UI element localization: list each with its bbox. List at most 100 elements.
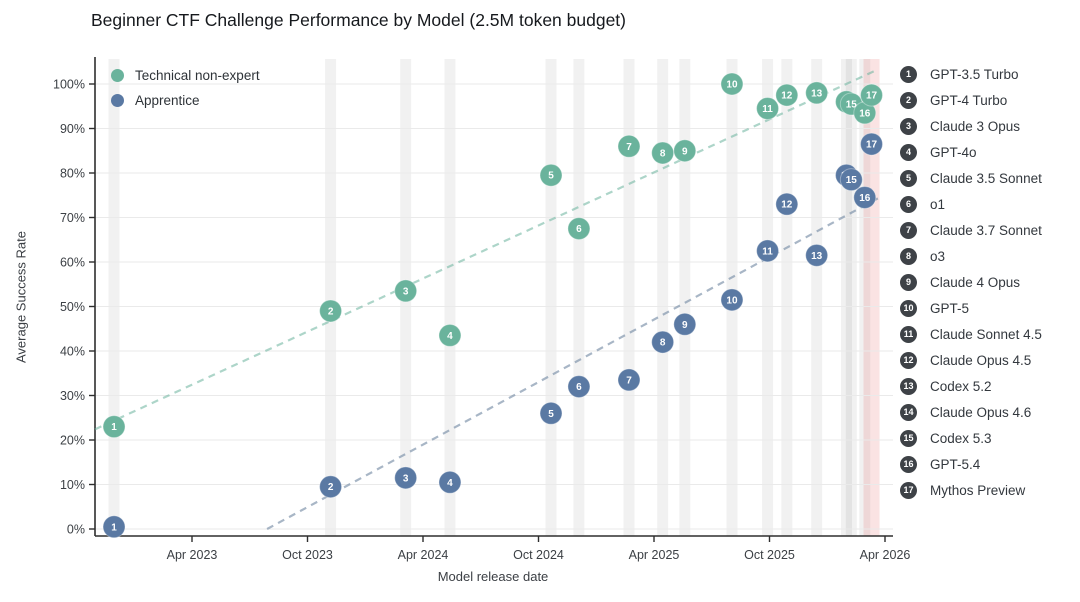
data-point-number: 17 [866,91,878,102]
model-number-badge: 7 [900,221,917,239]
model-legend-item: 6 o1 [900,191,1042,217]
y-axis-title: Average Success Rate [13,231,29,363]
model-name-label: Codex 5.2 [930,378,992,394]
model-name-label: Claude 3.7 Sonnet [930,222,1042,238]
data-point-number: 6 [576,382,582,393]
data-point-number: 7 [626,375,632,386]
y-tick-label: 50% [60,300,85,314]
data-point-number: 1 [111,422,117,433]
release-band [325,59,337,536]
model-legend-item: 3 Claude 3 Opus [900,113,1042,139]
release-band [811,59,823,536]
model-name-label: Claude 3.5 Sonnet [930,170,1042,186]
x-tick-label: Apr 2026 [860,548,911,562]
release-band [781,59,793,536]
data-point-number: 1 [111,522,117,533]
model-legend-item: 4 GPT-4o [900,139,1042,165]
y-tick-label: 70% [60,211,85,225]
model-name-label: GPT-5.4 [930,456,981,472]
release-band [762,59,774,536]
series-technical-non-expert: 1234567891011121314151617 [102,72,884,439]
data-point-marker [853,185,877,209]
release-band [841,59,852,536]
y-tick-label: 60% [60,256,85,270]
data-point-number: 16 [859,108,871,119]
y-tick-label: 10% [60,478,85,492]
data-point-marker [756,239,780,263]
data-point-number: 3 [403,286,409,297]
model-name-label: GPT-4o [930,144,977,160]
data-point-marker [775,83,799,107]
data-point-marker [438,323,462,347]
y-tick-label: 80% [60,167,85,181]
data-point-number: 2 [328,306,334,317]
model-number-badge: 2 [900,91,917,109]
model-name-label: Claude 3 Opus [930,118,1021,134]
release-band [679,59,691,536]
x-tick-label: Oct 2024 [513,548,564,562]
series-legend: Technical non-expert Apprentice [111,66,260,109]
data-point-marker [394,279,418,303]
model-number-badge: 10 [900,299,917,317]
x-tick-label: Apr 2024 [398,548,449,562]
data-point-marker [102,415,126,439]
data-point-number: 15 [846,100,858,111]
highlight-release-band [863,59,880,536]
x-tick-label: Oct 2025 [744,548,795,562]
model-legend-item: 1 GPT-3.5 Turbo [900,61,1042,87]
y-tick-label: 100% [53,78,85,92]
release-date-bands [108,59,880,536]
data-point-marker [860,132,884,156]
chart-title: Beginner CTF Challenge Performance by Mo… [91,10,626,30]
x-axis-title: Model release date [437,569,549,584]
data-point-marker [720,288,744,312]
model-number-badge: 1 [900,65,917,83]
data-point-number: 10 [726,295,738,306]
data-point-marker [319,475,343,499]
axes: 0% 10% 20% 30% 40% 50% 60% 70% 80% 90% 100% Apr 202… [53,57,910,562]
model-number-badge: 11 [900,325,917,343]
data-point-marker [839,168,863,192]
model-name-label: Mythos Preview [930,482,1026,498]
model-number-badge: 13 [900,377,917,395]
series-legend-label: Technical non-expert [135,67,260,83]
data-point-number: 13 [811,251,823,262]
y-tick-label: 90% [60,122,85,136]
y-tick-label: 40% [60,345,85,359]
model-name-label: GPT-3.5 Turbo [930,66,1019,82]
model-legend-item: 10 GPT-5 [900,295,1042,321]
release-band [573,59,585,536]
data-point-marker [651,330,675,354]
model-legend-item: 12 Claude Opus 4.5 [900,347,1042,373]
data-point-number: 6 [576,224,582,235]
data-point-marker [617,368,641,392]
model-name-label: Claude 4 Opus [930,274,1021,290]
model-legend-item: 13 Codex 5.2 [900,373,1042,399]
model-legend-item: 17 Mythos Preview [900,477,1042,503]
model-legend-item: 2 GPT-4 Turbo [900,87,1042,113]
model-number-badge: 14 [900,403,917,421]
model-number-badge: 8 [900,247,917,265]
release-band [545,59,557,536]
model-name-label: Claude Opus 4.5 [930,352,1032,368]
y-tick-label: 30% [60,389,85,403]
model-number-badge: 12 [900,351,917,369]
data-point-marker [567,375,591,399]
model-legend-item: 8 o3 [900,243,1042,269]
data-point-number: 11 [762,246,773,257]
trendlines [94,68,882,530]
model-name-label: o3 [930,248,946,264]
data-point-marker [756,96,780,120]
data-point-marker [860,83,884,107]
data-point-marker [394,466,418,490]
x-tick-label: Oct 2023 [282,548,333,562]
y-tick-label: 0% [67,523,85,537]
series-legend-item-apprentice: Apprentice [111,91,260,109]
data-point-marker [319,299,343,323]
data-point-marker [805,243,829,267]
data-point-marker [651,141,675,165]
model-legend-item: 9 Claude 4 Opus [900,269,1042,295]
data-point-marker [805,81,829,105]
data-point-number: 7 [626,142,632,153]
